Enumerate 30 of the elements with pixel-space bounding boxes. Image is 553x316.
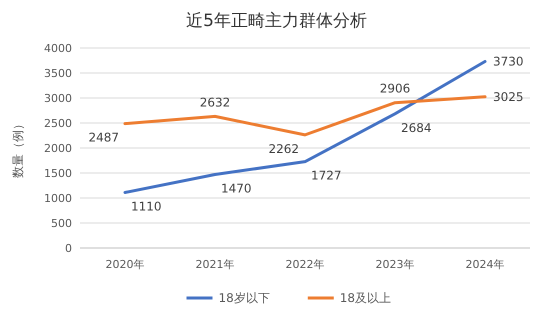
y-axis-title: 数量（例）	[11, 118, 25, 178]
data-label: 3025	[493, 90, 524, 104]
y-tick-label: 4000	[44, 42, 72, 55]
data-label: 2906	[380, 82, 410, 96]
y-tick-label: 2000	[44, 142, 72, 155]
data-label: 2262	[268, 142, 299, 156]
data-label: 1110	[131, 200, 162, 214]
data-label: 2632	[200, 95, 230, 110]
y-tick-label: 3500	[44, 67, 72, 80]
data-label: 3730	[493, 54, 524, 68]
y-tick-label: 2500	[44, 117, 72, 130]
legend-label: 18及以上	[340, 291, 392, 305]
line-series	[124, 95, 486, 136]
line-series	[124, 60, 486, 194]
x-tick-label: 2020年	[106, 258, 144, 271]
data-label: 2684	[401, 120, 432, 135]
data-label: 1727	[311, 168, 342, 183]
y-tick-label: 3000	[44, 92, 72, 105]
x-tick-label: 2024年	[466, 258, 504, 271]
y-tick-label: 0	[65, 242, 72, 255]
data-label: 2487	[88, 130, 119, 145]
y-tick-label: 1000	[44, 192, 72, 205]
legend-label: 18岁以下	[218, 291, 270, 305]
data-label: 1470	[221, 182, 252, 196]
y-tick-label: 1500	[44, 167, 72, 180]
x-tick-label: 2022年	[286, 258, 324, 271]
x-tick-label: 2023年	[376, 258, 414, 271]
chart-title: 近5年正畸主力群体分析	[186, 11, 367, 31]
x-tick-label: 2021年	[196, 258, 234, 271]
y-tick-label: 500	[51, 217, 72, 230]
